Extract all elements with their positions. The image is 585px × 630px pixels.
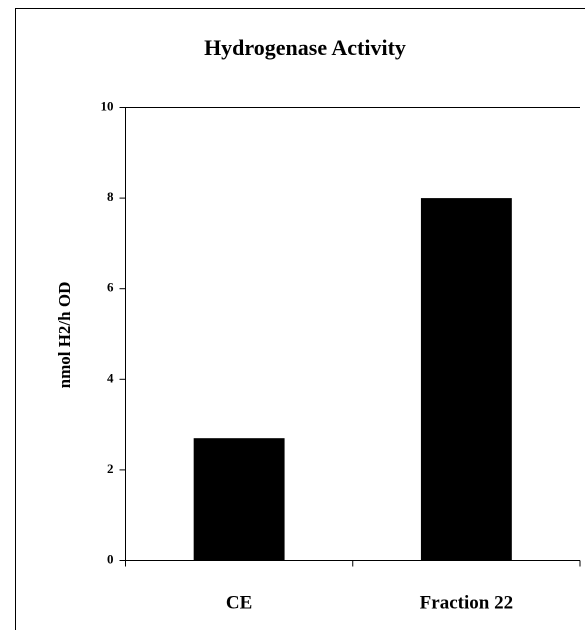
- bar: [193, 438, 285, 561]
- y-tick-label: 10: [101, 98, 114, 113]
- y-tick-label: 4: [107, 370, 114, 385]
- y-axis-label: nmol H2/h OD: [55, 282, 74, 389]
- frame: [15, 8, 585, 630]
- x-tick-label: CE: [226, 592, 252, 613]
- y-tick-label: 2: [107, 461, 114, 476]
- chart-title: Hydrogenase Activity: [204, 35, 406, 60]
- y-tick-label: 8: [107, 189, 114, 204]
- y-tick-label: 6: [107, 280, 114, 295]
- bar: [420, 198, 512, 561]
- x-tick-label: Fraction 22: [420, 592, 513, 613]
- y-tick-label: 0: [107, 551, 114, 566]
